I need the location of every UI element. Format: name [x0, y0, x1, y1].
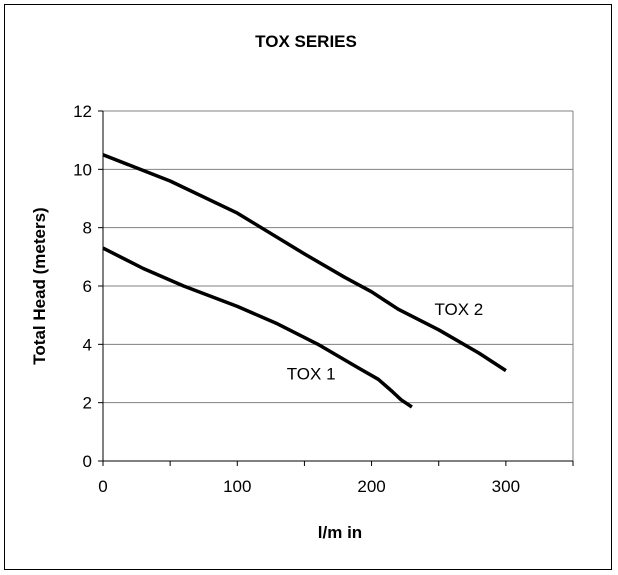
y-tick-label-3: 6: [83, 277, 92, 296]
y-axis-label: Total Head (meters): [30, 207, 49, 364]
series-label-tox-2: TOX 2: [434, 300, 483, 319]
y-tick-label-5: 10: [73, 160, 92, 179]
x-tick-label-2: 200: [357, 477, 385, 496]
plot-area: 0 2 4 6 8 10 12 0 100 200 300 TOX 1 TOX 2: [73, 102, 574, 496]
x-axis-label: l/m in: [318, 523, 362, 542]
chart-title: TOX SERIES: [255, 32, 357, 51]
y-tick-label-4: 8: [83, 219, 92, 238]
x-tick-label-3: 300: [492, 477, 520, 496]
y-tick-label-1: 2: [83, 394, 92, 413]
y-tick-label-6: 12: [73, 102, 92, 121]
y-tick-label-2: 4: [83, 335, 92, 354]
x-tick-label-1: 100: [223, 477, 251, 496]
chart-frame: [4, 4, 612, 570]
series-line-tox-2: [102, 153, 507, 373]
series-label-tox-1: TOX 1: [287, 364, 336, 383]
x-tick-label-0: 0: [98, 477, 107, 496]
series-line-tox-1: [102, 246, 413, 409]
y-tick-label-0: 0: [83, 452, 92, 471]
